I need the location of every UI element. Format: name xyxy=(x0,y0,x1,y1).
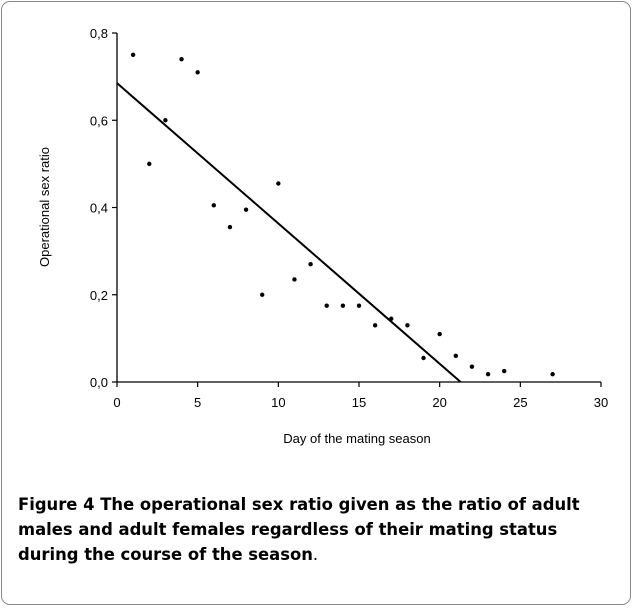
x-tick-label: 25 xyxy=(513,395,527,410)
data-point xyxy=(502,368,507,374)
data-point xyxy=(211,203,216,208)
x-tick-label: 20 xyxy=(432,395,446,410)
y-tick-label: 0,2 xyxy=(90,288,108,303)
y-tick-label: 0,6 xyxy=(90,113,108,128)
figure-label: Figure 4 xyxy=(18,495,95,514)
trend-line xyxy=(116,82,462,383)
data-point xyxy=(260,292,265,297)
data-point xyxy=(550,371,555,377)
data-point xyxy=(276,181,281,186)
data-point xyxy=(340,303,346,308)
data-point xyxy=(163,118,168,123)
data-point xyxy=(469,364,475,369)
tick-labels: 0 5 10 15 20 25 30 0,0 0,2 0,4 0,6 0,8 xyxy=(90,26,608,410)
data-point xyxy=(437,331,442,337)
data-point xyxy=(372,323,378,328)
data-point xyxy=(243,207,249,212)
data-point xyxy=(308,262,313,267)
x-tick-label: 10 xyxy=(271,395,285,410)
x-axis-label: Day of the mating season xyxy=(283,431,430,446)
data-point xyxy=(324,303,329,308)
y-axis-label: Operational sex ratio xyxy=(37,147,52,267)
data-point xyxy=(179,56,184,62)
x-tick-label: 0 xyxy=(113,395,120,410)
data-point xyxy=(227,224,233,230)
caption-text: The operational sex ratio given as the r… xyxy=(18,495,580,564)
y-tick-label: 0,4 xyxy=(90,201,108,216)
caption-end: . xyxy=(312,545,319,564)
tick-marks xyxy=(112,32,602,387)
data-point xyxy=(130,52,136,58)
x-tick-label: 30 xyxy=(594,395,608,410)
data-point xyxy=(405,323,410,328)
data-point xyxy=(356,303,362,308)
y-tick-label: 0,0 xyxy=(90,375,108,390)
data-point xyxy=(292,277,297,282)
figure-caption: Figure 4 The operational sex ratio given… xyxy=(18,492,618,567)
data-point xyxy=(147,161,152,167)
y-tick-label: 0,8 xyxy=(90,26,108,41)
data-point xyxy=(421,355,426,361)
data-points xyxy=(130,52,555,377)
data-point xyxy=(195,70,200,75)
x-tick-label: 5 xyxy=(194,395,201,410)
scatter-chart: 0 5 10 15 20 25 30 0,0 0,2 0,4 0,6 0,8 Day of the m… xyxy=(37,26,608,446)
chart-axes xyxy=(116,33,601,383)
x-tick-label: 15 xyxy=(352,395,366,410)
data-point xyxy=(453,353,458,359)
data-point xyxy=(485,371,491,377)
data-point xyxy=(389,316,394,321)
